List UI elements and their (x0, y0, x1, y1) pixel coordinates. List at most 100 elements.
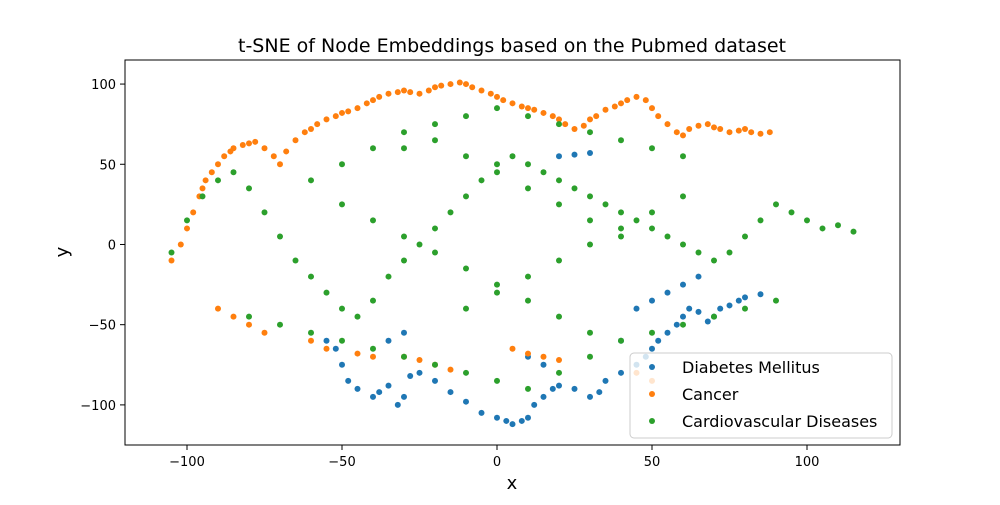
point-cardiovascular-diseases (618, 225, 624, 232)
point-diabetes-mellitus (540, 393, 547, 400)
x-axis-label: x (507, 473, 518, 494)
point-cardiovascular-diseases (339, 305, 345, 312)
point-diabetes-mellitus (525, 414, 531, 421)
point-cancer (215, 161, 221, 168)
point-cardiovascular-diseases (463, 193, 469, 200)
point-diabetes-mellitus (385, 337, 392, 344)
point-cancer (686, 125, 693, 132)
point-cardiovascular-diseases (494, 161, 500, 168)
point-diabetes-mellitus (407, 373, 414, 380)
point-cancer (593, 113, 600, 120)
point-cancer (540, 109, 547, 116)
point-diabetes-mellitus (726, 302, 733, 309)
y-axis-label: y (52, 246, 73, 257)
point-cancer (190, 209, 197, 216)
point-cancer (624, 97, 631, 104)
point-cardiovascular-diseases (494, 281, 500, 288)
point-diabetes-mellitus (649, 345, 655, 352)
point-cancer (230, 313, 237, 320)
point-cancer (432, 84, 438, 91)
point-diabetes-mellitus (556, 382, 562, 389)
point-cardiovascular-diseases (788, 209, 795, 216)
point-cancer (642, 97, 649, 104)
point-cardiovascular-diseases (370, 345, 376, 352)
x-axis-ticks: −100 −50 0 50 100 (169, 445, 819, 470)
point-diabetes-mellitus (549, 385, 556, 392)
point-cardiovascular-diseases (463, 153, 469, 160)
x-tick-label: 0 (493, 455, 501, 470)
x-tick-label: 50 (644, 455, 661, 470)
legend: Diabetes Mellitus Cancer Cardiovascular … (629, 352, 893, 439)
point-cardiovascular-diseases (494, 105, 500, 112)
point-diabetes-mellitus (478, 409, 485, 416)
point-cardiovascular-diseases (463, 113, 469, 120)
point-cancer (438, 82, 445, 89)
plot-frame (124, 59, 901, 446)
legend-label-cancer: Cancer (682, 385, 739, 404)
point-diabetes-mellitus (518, 417, 525, 424)
point-cancer (246, 140, 252, 147)
point-cancer (487, 90, 494, 97)
point-cardiovascular-diseases (277, 321, 283, 328)
points-layer (168, 79, 857, 428)
point-cardiovascular-diseases (494, 289, 500, 296)
point-cardiovascular-diseases (168, 249, 175, 256)
point-cancer (323, 116, 330, 123)
point-cancer (518, 103, 525, 110)
point-cardiovascular-diseases (447, 209, 454, 216)
point-cardiovascular-diseases (199, 193, 206, 200)
point-diabetes-mellitus (680, 281, 686, 288)
point-diabetes-mellitus (376, 389, 383, 396)
point-diabetes-mellitus (757, 291, 764, 298)
point-cardiovascular-diseases (432, 361, 438, 368)
point-cardiovascular-diseases (587, 241, 593, 248)
point-cancer (509, 345, 516, 352)
point-cardiovascular-diseases (323, 289, 330, 296)
point-diabetes-mellitus (695, 273, 702, 280)
point-cardiovascular-diseases (618, 137, 624, 144)
point-diabetes-mellitus (618, 369, 624, 376)
point-cardiovascular-diseases (385, 273, 392, 280)
point-cardiovascular-diseases (695, 249, 702, 256)
x-tick-label: −50 (328, 455, 355, 470)
point-cancer (308, 125, 314, 132)
point-cancer (456, 79, 463, 86)
point-cancer (385, 90, 392, 97)
point-cancer (239, 142, 246, 149)
point-diabetes-mellitus (649, 297, 655, 304)
point-cancer (447, 81, 454, 88)
point-cancer (416, 356, 423, 363)
point-cardiovascular-diseases (525, 113, 531, 120)
point-cardiovascular-diseases (711, 257, 717, 264)
point-cardiovascular-diseases (649, 145, 655, 152)
point-cardiovascular-diseases (184, 217, 190, 224)
point-cardiovascular-diseases (711, 313, 717, 320)
point-cardiovascular-diseases (432, 249, 438, 256)
point-cardiovascular-diseases (525, 297, 531, 304)
point-cardiovascular-diseases (494, 169, 500, 176)
point-cancer (717, 125, 724, 132)
point-cardiovascular-diseases (742, 305, 748, 312)
point-diabetes-mellitus (370, 393, 376, 400)
point-diabetes-mellitus (686, 305, 693, 312)
point-cancer (370, 353, 376, 360)
point-diabetes-mellitus (463, 398, 469, 405)
point-diabetes-mellitus (509, 421, 516, 428)
point-cardiovascular-diseases (804, 217, 810, 224)
point-cancer (425, 87, 432, 94)
point-cancer (370, 97, 376, 104)
point-cancer (556, 116, 562, 123)
point-diabetes-mellitus (571, 385, 578, 392)
point-cancer (633, 93, 640, 100)
point-diabetes-mellitus (494, 414, 500, 421)
point-cardiovascular-diseases (680, 153, 686, 160)
point-cardiovascular-diseases (509, 153, 516, 160)
point-cancer (345, 108, 352, 115)
point-cardiovascular-diseases (556, 177, 562, 184)
point-cardiovascular-diseases (292, 257, 299, 264)
point-cancer (726, 129, 733, 136)
point-cancer (301, 129, 308, 136)
point-cancer (246, 321, 252, 328)
point-cancer (540, 353, 547, 360)
point-cardiovascular-diseases (401, 129, 407, 136)
